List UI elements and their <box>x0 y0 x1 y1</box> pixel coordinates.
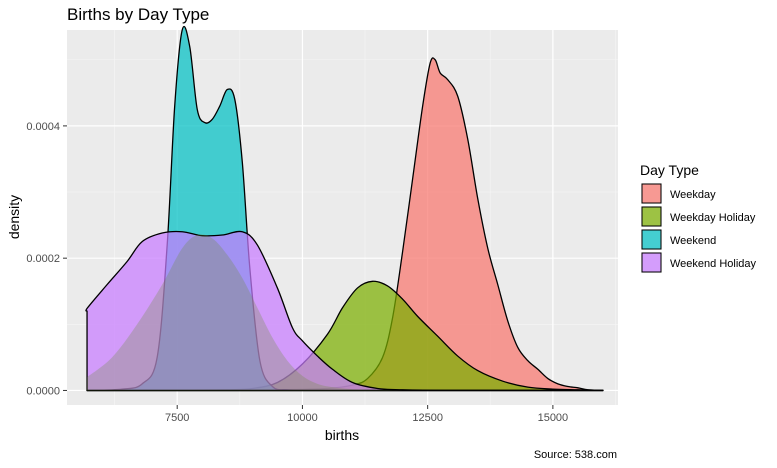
density-area-weekend-holiday <box>85 230 604 392</box>
legend-title: Day Type <box>640 162 699 178</box>
x-axis-title: births <box>325 427 359 443</box>
y-tick-label: 0.0000 <box>26 385 60 397</box>
density-areas <box>85 25 604 392</box>
x-tick-label: 15000 <box>538 412 569 424</box>
plot-panel <box>67 25 618 405</box>
legend-swatch-weekday-holiday <box>641 206 662 227</box>
density-overlay-weekday-holiday <box>87 234 403 391</box>
x-tick-label: 12500 <box>412 412 443 424</box>
legend-swatch-weekend-holiday <box>641 252 662 273</box>
y-axis-title: density <box>6 195 22 239</box>
x-tick-label: 7500 <box>165 412 189 424</box>
legend-label-weekend-holiday: Weekend Holiday <box>670 258 757 270</box>
legend-label-weekend: Weekend <box>670 235 716 247</box>
legend-label-weekday-holiday: Weekday Holiday <box>670 212 756 224</box>
legend: Day Type Weekday Weekday Holiday Weekend We… <box>640 162 757 273</box>
legend-swatch-weekday <box>641 183 662 204</box>
source-caption: Source: 538.com <box>534 449 617 461</box>
y-tick-label: 0.0002 <box>26 253 60 265</box>
x-tick-label: 10000 <box>287 412 318 424</box>
chart-title: Births by Day Type <box>67 5 209 24</box>
legend-swatch-weekend <box>641 229 662 250</box>
x-axis: 7500 10000 12500 15000 <box>165 405 568 424</box>
y-axis: 0.0000 0.0002 0.0004 <box>26 121 67 397</box>
legend-label-weekday: Weekday <box>670 189 716 201</box>
y-tick-label: 0.0004 <box>26 121 60 133</box>
